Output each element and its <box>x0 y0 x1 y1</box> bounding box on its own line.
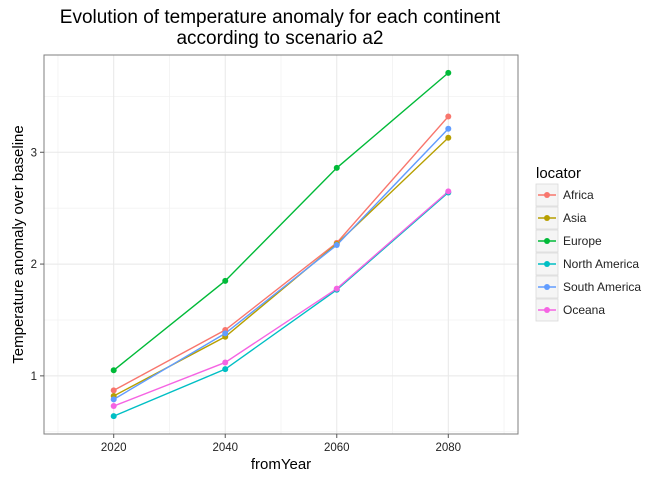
legend-label: Asia <box>563 211 587 225</box>
data-point-north-america <box>110 413 117 420</box>
legend-key-point <box>544 261 550 267</box>
x-axis-ticks: 2020 2040 2060 2080 <box>101 434 461 454</box>
y-tick-label: 2 <box>31 259 37 271</box>
x-tick-label: 2060 <box>324 442 350 454</box>
legend: locator Africa Asia Europe North America Sou… <box>535 165 641 322</box>
data-point-africa <box>110 387 117 394</box>
data-points <box>110 69 452 420</box>
legend-key-point <box>544 307 550 313</box>
series-line-africa <box>113 116 449 392</box>
data-point-europe <box>110 367 117 374</box>
data-point-south-america <box>445 125 452 132</box>
y-axis-title: Temperature anomaly over baseline <box>10 125 27 363</box>
plot-border <box>43 54 519 435</box>
data-point-south-america <box>110 396 117 403</box>
y-tick-label: 3 <box>31 147 37 159</box>
legend-item: Africa <box>535 183 594 207</box>
data-point-europe <box>333 164 340 171</box>
series-lines <box>113 72 449 417</box>
legend-label: Oceana <box>563 303 605 317</box>
data-point-oceana <box>445 188 452 195</box>
x-tick-label: 2040 <box>212 442 238 454</box>
legend-title: locator <box>536 165 581 182</box>
legend-label: Africa <box>563 188 594 202</box>
data-point-europe <box>222 277 229 284</box>
chart-title-line: according to scenario a2 <box>176 28 383 49</box>
x-axis-title: fromYear <box>251 456 311 473</box>
legend-label: South America <box>563 280 641 294</box>
legend-item: South America <box>535 275 641 299</box>
legend-key-point <box>544 215 550 221</box>
y-axis-ticks: 1 2 3 <box>31 147 44 383</box>
chart-title: Evolution of temperature anomaly for eac… <box>60 7 501 49</box>
legend-label: North America <box>563 257 639 271</box>
x-tick-label: 2080 <box>435 442 461 454</box>
data-point-africa <box>445 113 452 120</box>
legend-item: North America <box>535 252 639 276</box>
data-point-oceana <box>222 359 229 366</box>
series-line-europe <box>113 72 449 371</box>
legend-item: Asia <box>535 206 587 230</box>
legend-item: Oceana <box>535 298 605 322</box>
legend-key-point <box>544 284 550 290</box>
data-point-oceana <box>110 403 117 410</box>
data-point-south-america <box>333 242 340 249</box>
data-point-oceana <box>333 285 340 292</box>
data-point-north-america <box>222 366 229 373</box>
data-point-asia <box>445 134 452 141</box>
series-line-north-america <box>113 191 449 417</box>
data-point-south-america <box>222 330 229 337</box>
legend-key-point <box>544 238 550 244</box>
legend-item: Europe <box>535 229 602 253</box>
legend-label: Europe <box>563 234 602 248</box>
series-line-south-america <box>113 128 449 400</box>
legend-key-point <box>544 192 550 198</box>
series-line-oceana <box>113 190 449 407</box>
chart-title-line: Evolution of temperature anomaly for eac… <box>60 7 501 28</box>
data-point-europe <box>445 69 452 76</box>
x-tick-label: 2020 <box>101 442 127 454</box>
y-tick-label: 1 <box>31 371 37 383</box>
